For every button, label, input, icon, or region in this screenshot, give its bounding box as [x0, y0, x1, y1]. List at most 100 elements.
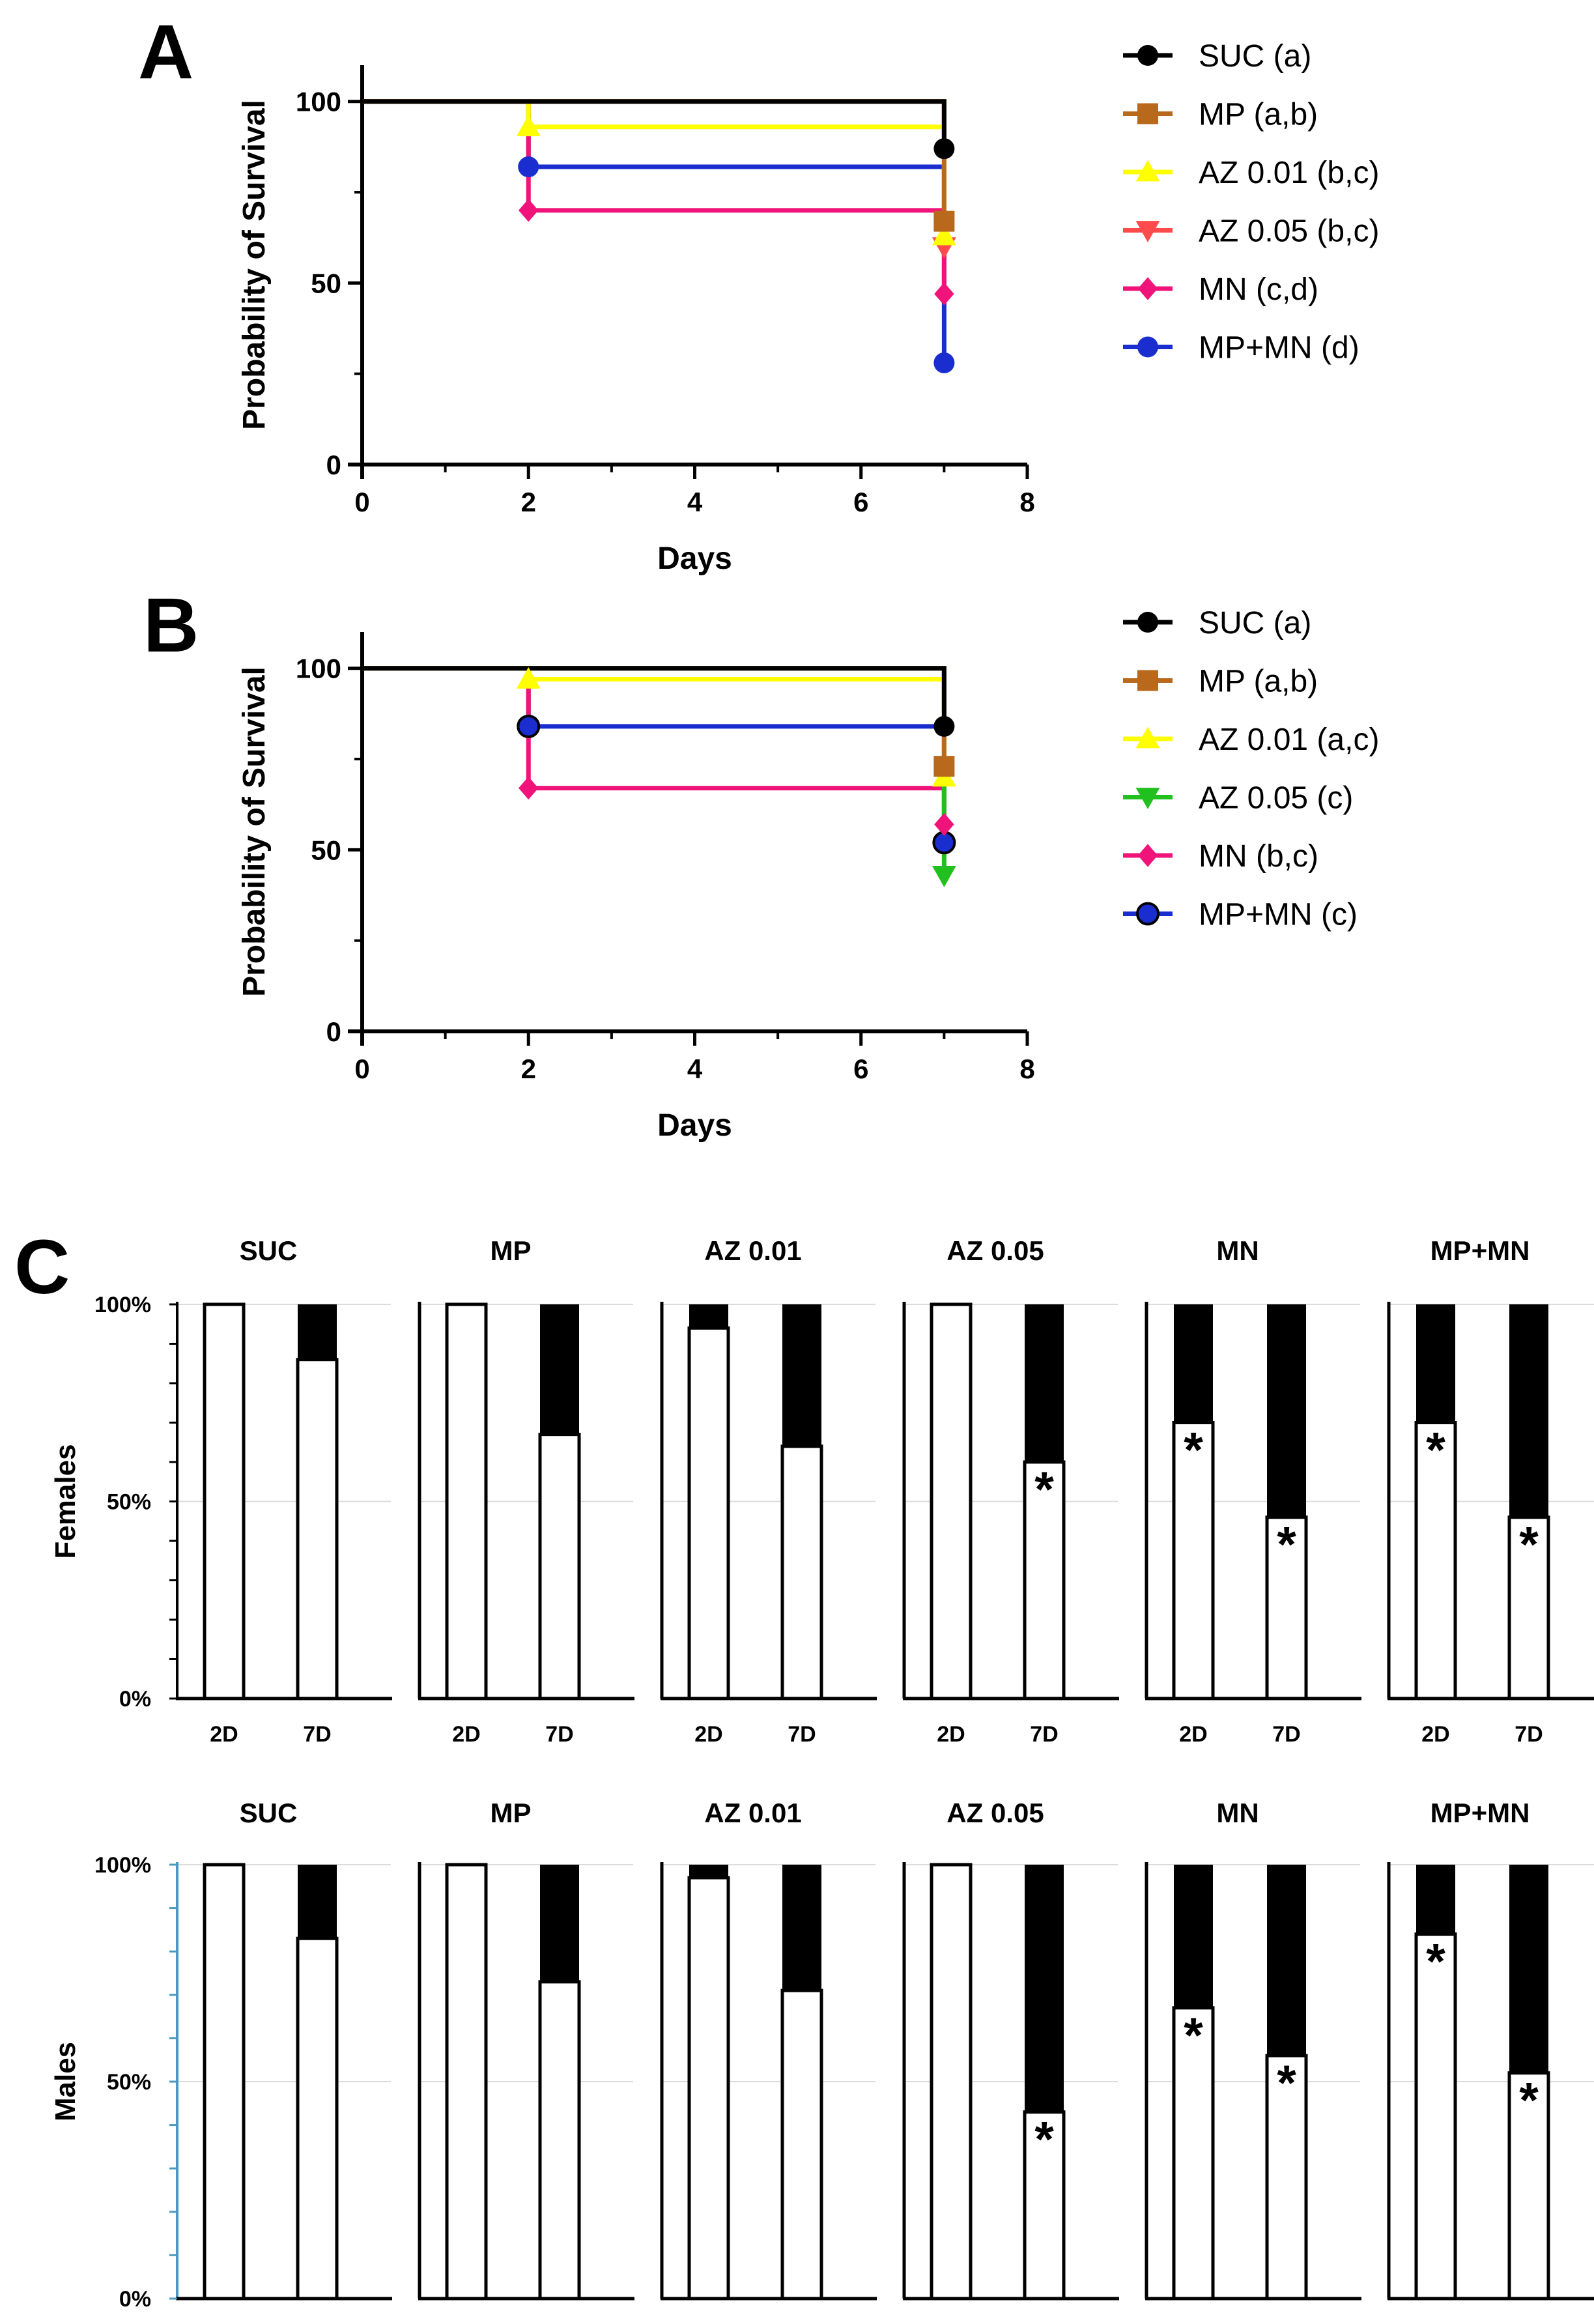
bar-dead-7d [1267, 1865, 1306, 2056]
bar-alive-7d [1507, 2071, 1550, 2301]
legend-label-mp-mn: MP+MN (c) [1199, 898, 1358, 932]
y-tick-label: 100% [94, 1853, 151, 1878]
series-point-mp-mn [518, 156, 539, 178]
group-title: MP+MN [1430, 1235, 1530, 1266]
bar-group-suc: SUC 2D 7D [169, 1798, 392, 2324]
bar-alive-7d [296, 1936, 339, 2301]
legend-marker-suc [1137, 45, 1158, 66]
legend-marker-mp-mn [1136, 902, 1160, 926]
x-tick-label: 2D [210, 2322, 238, 2324]
bar-alive-7d [780, 1988, 823, 2301]
panel-label-b: B [143, 582, 199, 668]
significance-star: * [1519, 2073, 1539, 2129]
x-axis-title: Days [657, 541, 732, 576]
bar-group-mp: MP 2D 7D [418, 1798, 634, 2324]
x-tick-label: 2D [1179, 2322, 1207, 2324]
series-point-suc [933, 715, 955, 737]
bar-alive-7d [1265, 1515, 1308, 1700]
x-tick-label: 8 [1019, 1054, 1034, 1084]
x-tick-label: 7D [1515, 2322, 1543, 2324]
y-tick-label: 100% [94, 1293, 151, 1317]
legend-label-suc: SUC (a) [1199, 39, 1311, 74]
bar-dead-7d [1025, 1865, 1064, 2112]
bar-alive-7d [1023, 1460, 1066, 1700]
series-point-az-0-05 [932, 865, 956, 887]
y-tick-label: 0% [119, 1687, 151, 1712]
group-title: SUC [240, 1235, 298, 1266]
series-line-suc [362, 666, 946, 726]
legend-marker-az-0-05 [1135, 788, 1160, 809]
bar-group-az-0-05: AZ 0.05 2D 7D * [902, 1798, 1119, 2324]
series-point-mp-mn [517, 714, 541, 738]
y-tick-label: 0 [326, 1016, 341, 1047]
legend-marker-mn [1137, 844, 1158, 867]
series-point-mn [934, 282, 954, 306]
significance-star: * [1277, 2056, 1296, 2111]
legend-marker-mp-mn [1137, 336, 1158, 358]
bar-alive-7d [538, 1433, 581, 1700]
bar-dead-7d [540, 1304, 579, 1435]
group-title: MP [491, 1798, 532, 1828]
y-tick-label: 50 [311, 268, 341, 298]
y-tick-label: 0 [326, 450, 341, 480]
bar-dead-7d [1267, 1304, 1306, 1517]
bar-alive-7d [1023, 2110, 1066, 2301]
series-line-mp-mn [362, 99, 946, 363]
x-tick-label: 0 [354, 1054, 369, 1084]
x-tick-label: 7D [303, 1722, 331, 1747]
legend-label-mp-mn: MP+MN (d) [1199, 331, 1359, 366]
y-tick-label: 50% [107, 2070, 151, 2095]
legend-label-mp: MP (a,b) [1199, 98, 1318, 132]
bar-alive-2d [687, 1876, 730, 2301]
series-line-az-0-05 [362, 99, 946, 247]
bar-alive-2d [203, 1302, 246, 1700]
bar-alive-7d [296, 1358, 339, 1700]
y-tick-label: 50 [311, 835, 341, 865]
x-tick-label: 7D [788, 1722, 816, 1747]
bar-group-az-0-01: AZ 0.01 2D 7D [660, 1235, 877, 1747]
bar-dead-2d [1416, 1865, 1455, 1934]
x-tick-label: 7D [1515, 1722, 1543, 1747]
series-point-mp [933, 756, 955, 777]
group-title: MN [1216, 1235, 1259, 1266]
series-line-mp [362, 666, 946, 767]
legend-label-suc: SUC (a) [1199, 606, 1311, 640]
bar-alive-7d [1265, 2054, 1308, 2301]
x-tick-label: 2D [1421, 2322, 1449, 2324]
y-axis-title: Probability of Survival [237, 667, 272, 997]
x-tick-label: 0 [354, 487, 369, 517]
series-point-mn [519, 777, 539, 800]
group-title: AZ 0.05 [946, 1235, 1044, 1266]
x-tick-label: 6 [853, 487, 868, 517]
series-point-mn [934, 812, 954, 836]
x-tick-label: 2 [521, 487, 536, 517]
x-tick-label: 2D [452, 2322, 480, 2324]
group-title: MP [491, 1235, 532, 1266]
y-tick-label: 100 [296, 87, 341, 117]
panel-label-a: A [138, 9, 193, 95]
legend-label-az-0-05: AZ 0.05 (c) [1199, 781, 1353, 816]
legend-marker-az-0-01 [1135, 160, 1160, 182]
bar-dead-7d [298, 1304, 337, 1360]
bar-alive-2d [445, 1302, 488, 1700]
survival-chart-b: 0 2 4 6 8 0 50 100 Days Probability of Survival SU… [237, 606, 1379, 1143]
x-tick-label: 8 [1019, 487, 1034, 517]
group-title: AZ 0.01 [704, 1798, 801, 1828]
legend-label-mp: MP (a,b) [1199, 665, 1318, 699]
x-tick-label: 2D [1421, 1722, 1449, 1747]
bar-group-mn: MN 2D * 7D * [1145, 1798, 1361, 2324]
bar-alive-7d [1507, 1515, 1550, 1700]
bar-alive-2d [1414, 1421, 1457, 1700]
bar-group-mp-mn: MP+MN 2D * 7D * [1387, 1798, 1594, 2324]
significance-star: * [1519, 1517, 1539, 1573]
series-line-suc [362, 99, 946, 149]
legend-label-mn: MN (b,c) [1199, 839, 1318, 874]
significance-star: * [1277, 1517, 1296, 1573]
legend-marker-mp [1137, 670, 1158, 691]
bar-dead-2d [1174, 1865, 1213, 2008]
bar-alive-7d [538, 1980, 581, 2301]
x-tick-label: 4 [687, 487, 703, 517]
x-tick-label: 2D [694, 2322, 722, 2324]
panel-label-c: C [14, 1224, 70, 1310]
